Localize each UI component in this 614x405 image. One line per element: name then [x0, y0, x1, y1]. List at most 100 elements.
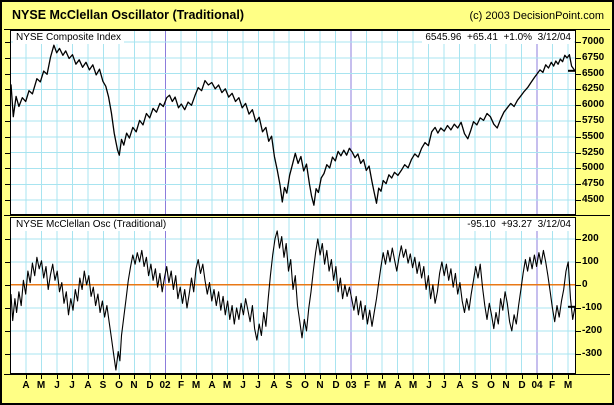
- x-tick-label: S: [285, 380, 293, 391]
- y-axis-tick: [576, 262, 581, 263]
- x-tick-label: A: [456, 380, 464, 391]
- x-tick-label: J: [69, 380, 75, 391]
- x-tick-label: M: [377, 380, 387, 391]
- y-axis-tick: [576, 308, 581, 309]
- page-title: NYSE McClellan Oscillator (Traditional): [12, 8, 244, 22]
- y-tick-label: 5250: [582, 147, 605, 158]
- y-axis-tick: [5, 74, 10, 75]
- x-tick-label: 04: [531, 380, 543, 391]
- x-axis-tick: [568, 375, 569, 379]
- x-tick-label: J: [54, 380, 60, 391]
- y-axis-tick: [576, 200, 581, 201]
- x-tick-label: J: [441, 380, 447, 391]
- price-panel: NYSE Composite Index 6545.96 +65.41 +1.0…: [10, 30, 576, 215]
- y-axis-tick: [5, 89, 10, 90]
- x-axis-tick: [382, 375, 383, 379]
- y-axis-tick: [5, 200, 10, 201]
- y-axis-tick: [5, 262, 10, 263]
- panel-divider: [4, 215, 610, 216]
- y-axis-tick: [5, 153, 10, 154]
- y-tick-label: 6750: [582, 52, 605, 63]
- x-tick-label: S: [99, 380, 107, 391]
- y-tick-label: -300: [582, 348, 603, 359]
- x-tick-label: A: [208, 380, 216, 391]
- x-axis-tick: [72, 375, 73, 379]
- y-tick-label: 6250: [582, 83, 605, 94]
- x-axis-tick: [57, 375, 58, 379]
- x-axis-tick: [475, 375, 476, 379]
- y-axis-tick: [5, 331, 10, 332]
- bottom-divider: [4, 374, 610, 375]
- y-axis-tick: [5, 184, 10, 185]
- y-axis-tick: [576, 137, 581, 138]
- x-tick-label: 02: [159, 380, 171, 391]
- y-axis-tick: [5, 239, 10, 240]
- y-axis-tick: [5, 285, 10, 286]
- x-axis-tick: [289, 375, 290, 379]
- y-tick-label: 5500: [582, 131, 605, 142]
- y-tick-label: 0: [582, 279, 588, 290]
- y-tick-label: -100: [582, 302, 603, 313]
- x-tick-label: N: [316, 380, 324, 391]
- x-tick-label: F: [363, 380, 371, 391]
- y-axis-tick: [5, 168, 10, 169]
- y-axis-tick: [5, 137, 10, 138]
- x-tick-label: M: [563, 380, 573, 391]
- y-axis-tick: [5, 121, 10, 122]
- x-axis-tick: [134, 375, 135, 379]
- y-axis-tick: [576, 168, 581, 169]
- x-tick-label: M: [408, 380, 418, 391]
- x-tick-label: F: [177, 380, 185, 391]
- x-axis-tick: [274, 375, 275, 379]
- x-tick-label: D: [146, 380, 154, 391]
- x-tick-label: J: [240, 380, 246, 391]
- x-tick-label: A: [270, 380, 278, 391]
- x-axis-tick: [119, 375, 120, 379]
- x-tick-label: J: [426, 380, 432, 391]
- oscillator-panel-label: NYSE McClellan Osc (Traditional): [13, 218, 170, 231]
- lower-series-line: [11, 230, 575, 371]
- x-tick-label: M: [222, 380, 232, 391]
- y-axis-tick: [5, 58, 10, 59]
- y-axis-tick: [5, 308, 10, 309]
- upper-chart-svg: [11, 31, 575, 214]
- x-axis-tick: [537, 375, 538, 379]
- x-axis-tick: [243, 375, 244, 379]
- x-axis-tick: [491, 375, 492, 379]
- y-axis-tick: [5, 42, 10, 43]
- copyright-text: (c) 2003 DecisionPoint.com: [469, 10, 604, 22]
- oscillator-panel: NYSE McClellan Osc (Traditional) -95.10 …: [10, 217, 576, 374]
- y-axis-tick: [576, 184, 581, 185]
- upper-series-line: [11, 44, 575, 206]
- x-axis-tick: [367, 375, 368, 379]
- x-axis-tick: [429, 375, 430, 379]
- x-axis-tick: [351, 375, 352, 379]
- y-tick-label: 4500: [582, 194, 605, 205]
- y-axis-tick: [576, 121, 581, 122]
- x-axis-tick: [227, 375, 228, 379]
- x-axis-tick: [552, 375, 553, 379]
- x-tick-label: M: [191, 380, 201, 391]
- x-tick-label: D: [332, 380, 340, 391]
- x-axis-tick: [506, 375, 507, 379]
- x-axis-tick: [413, 375, 414, 379]
- x-axis-tick: [336, 375, 337, 379]
- y-tick-label: 6000: [582, 99, 605, 110]
- x-tick-label: O: [115, 380, 123, 391]
- price-panel-quote: 6545.96 +65.41 +1.0% 3/12/04: [422, 31, 574, 44]
- y-axis-tick: [576, 42, 581, 43]
- y-axis-tick: [5, 354, 10, 355]
- y-tick-label: 5000: [582, 162, 605, 173]
- y-tick-label: 4750: [582, 178, 605, 189]
- oscillator-panel-quote: -95.10 +93.27 3/12/04: [464, 218, 574, 231]
- x-axis-tick: [103, 375, 104, 379]
- x-axis-tick: [196, 375, 197, 379]
- x-tick-label: N: [502, 380, 510, 391]
- y-axis-tick: [576, 285, 581, 286]
- x-tick-label: D: [518, 380, 526, 391]
- y-tick-label: 200: [582, 233, 599, 244]
- y-tick-label: 5750: [582, 115, 605, 126]
- x-axis-tick: [41, 375, 42, 379]
- y-axis-tick: [576, 354, 581, 355]
